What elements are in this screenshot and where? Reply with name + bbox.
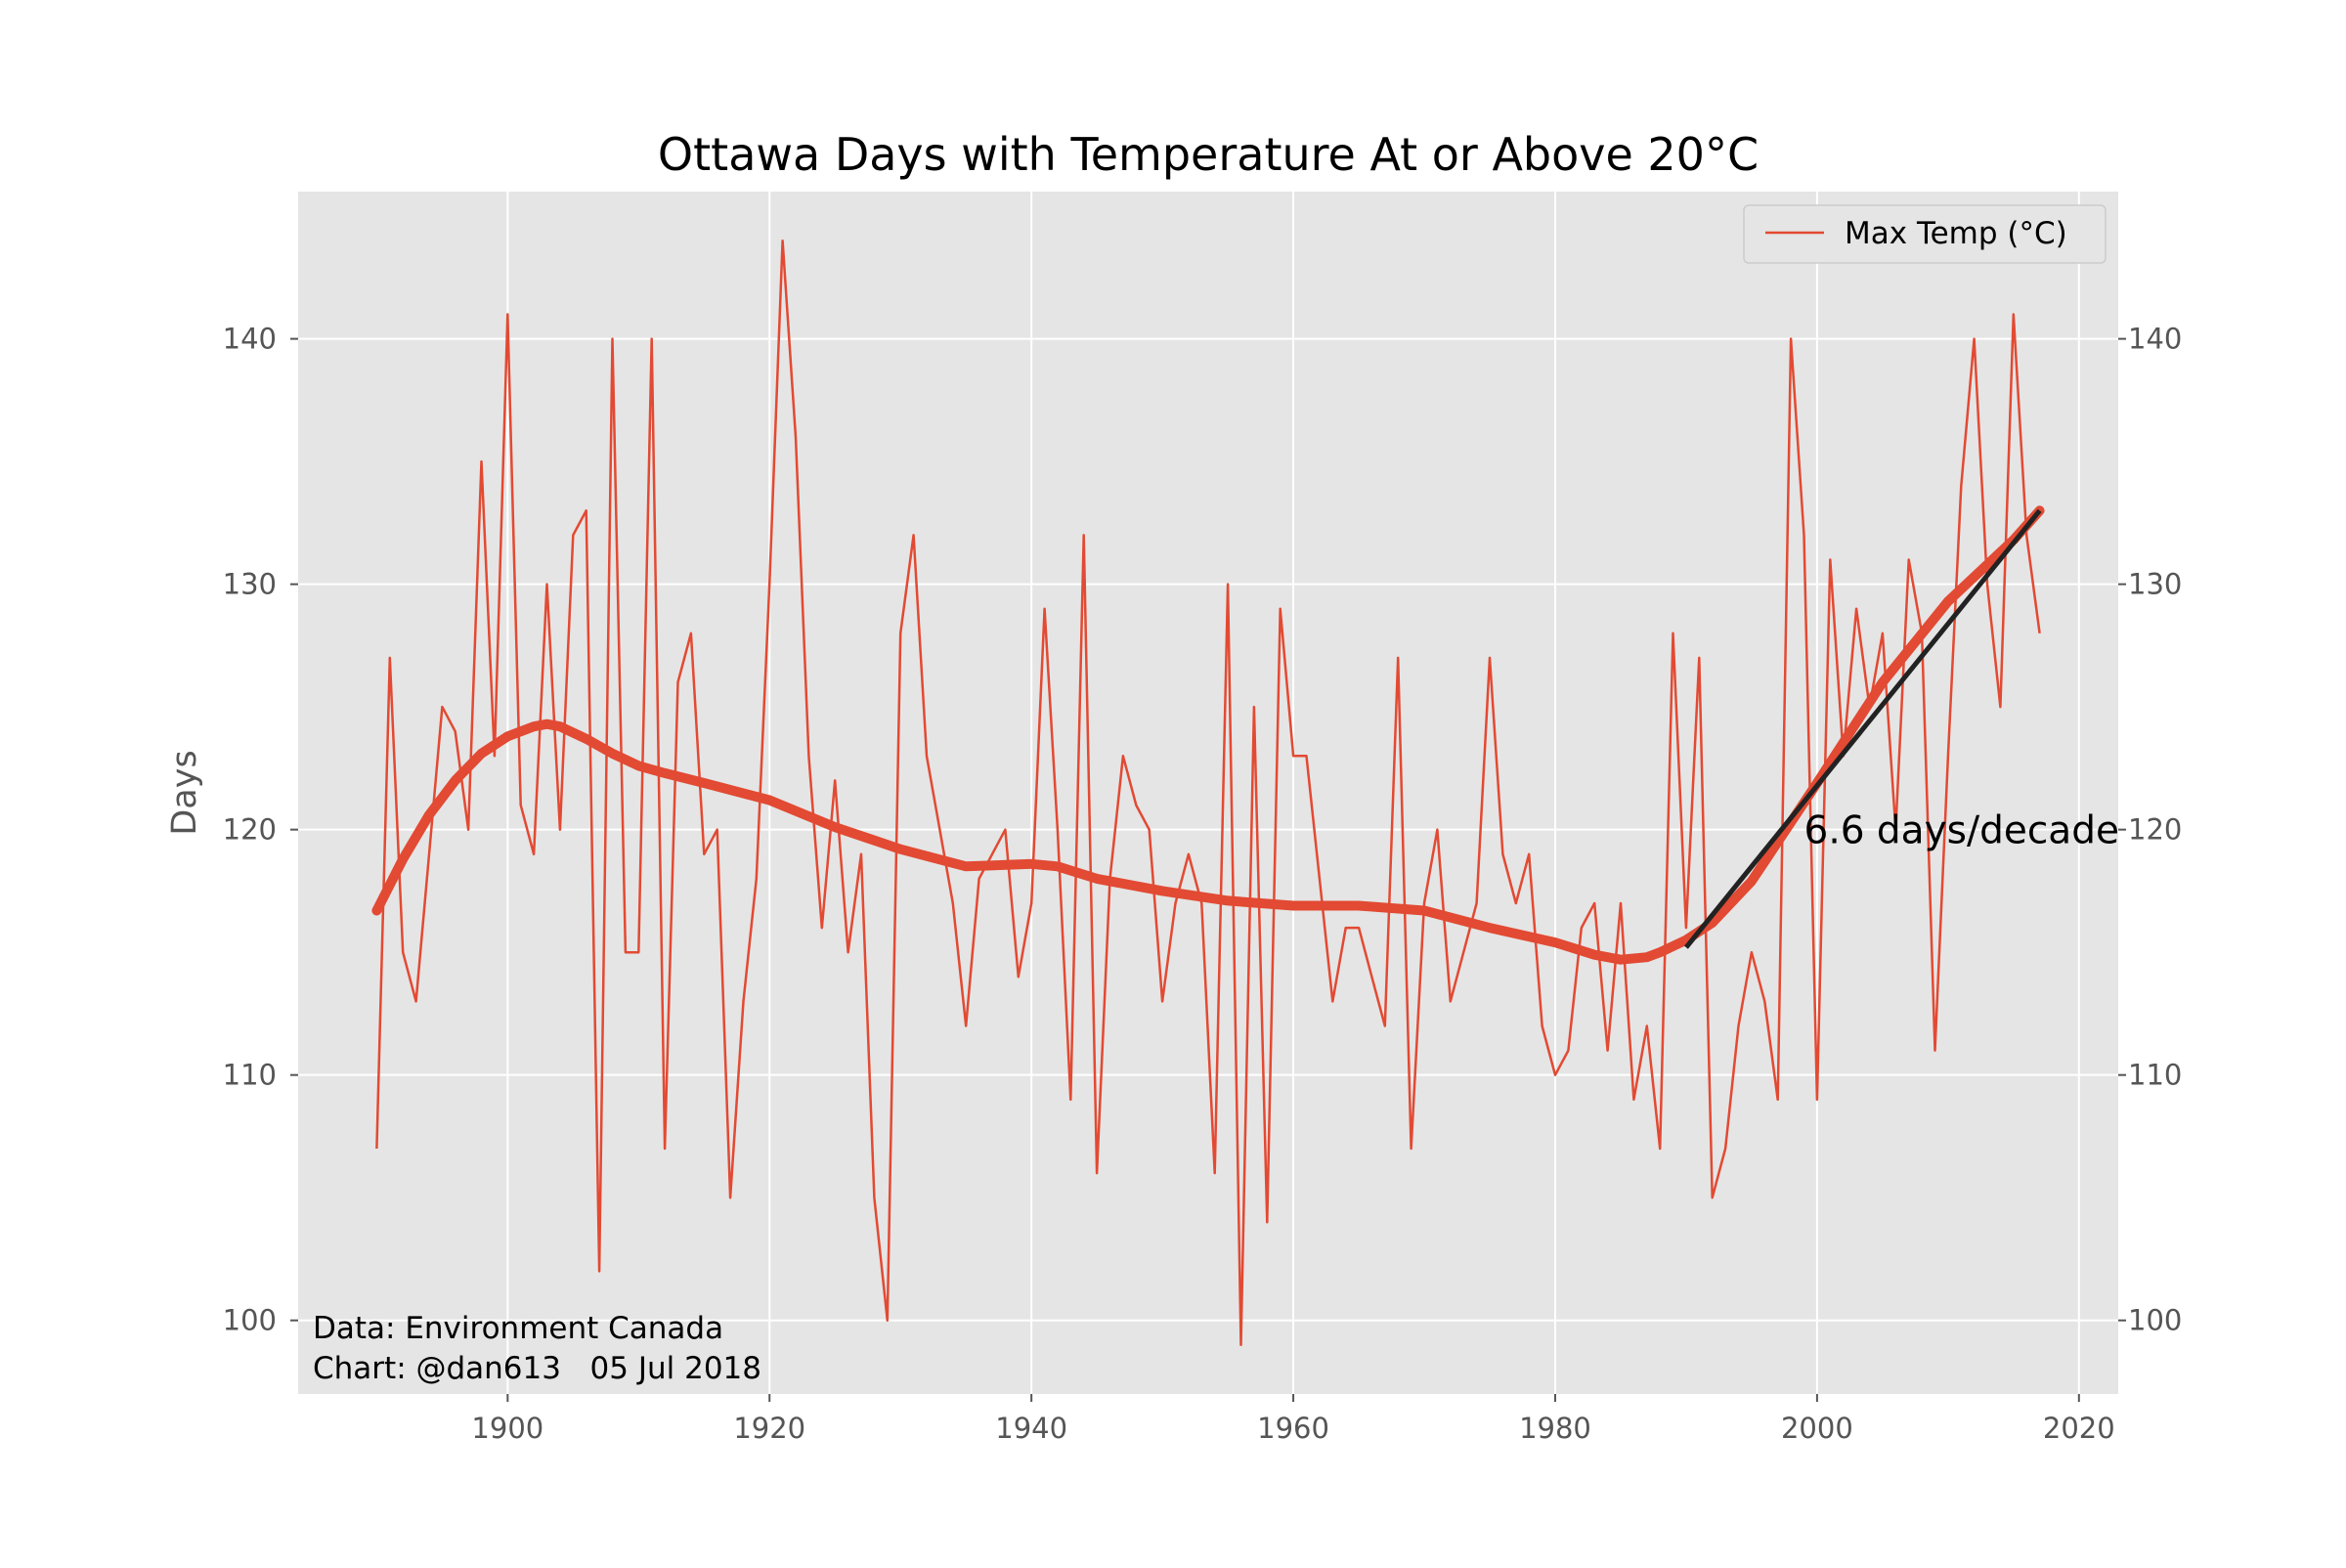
x-tick-label: 2000 — [1781, 1412, 1853, 1445]
y-tick-label-right: 140 — [2128, 323, 2182, 356]
x-tick-label: 2020 — [2043, 1412, 2115, 1445]
trend-layer — [371, 505, 2045, 965]
y-tick-label-right: 100 — [2128, 1304, 2182, 1337]
legend-label: Max Temp (°C) — [1845, 216, 2067, 251]
x-tick-label: 1980 — [1519, 1412, 1591, 1445]
y-tick-label-right: 130 — [2128, 568, 2182, 601]
y-tick-label-left: 140 — [223, 323, 277, 356]
plot-area — [298, 192, 2118, 1394]
grid-lines — [298, 192, 2118, 1394]
trend-annotation: 6.6 days/decade — [1804, 809, 2119, 853]
y-tick-label-right: 120 — [2128, 813, 2182, 847]
y-axis-label: Days — [165, 750, 204, 835]
y-axis-ticks-left: 100 110 120 130 140 — [223, 323, 298, 1337]
series-layer — [375, 239, 2041, 1347]
credit-chart-author: Chart: @dan613 05 Jul 2018 — [313, 1351, 761, 1386]
x-tick-label: 1920 — [733, 1412, 805, 1445]
legend-box — [1743, 204, 2107, 264]
chart-title: Ottawa Days with Temperature At or Above… — [658, 128, 1759, 181]
y-tick-label-left: 120 — [223, 813, 277, 847]
x-axis-ticks: 1900 1920 1940 1960 1980 2000 2020 — [471, 1394, 2115, 1445]
legend: Max Temp (°C) — [1743, 204, 2107, 264]
y-axis-ticks-right: 100 110 120 130 140 — [2118, 323, 2182, 1337]
credit-data-source: Data: Environment Canada — [313, 1311, 723, 1346]
y-tick-label-left: 130 — [223, 568, 277, 601]
x-tick-label: 1960 — [1257, 1412, 1329, 1445]
x-tick-label: 1940 — [995, 1412, 1067, 1445]
annotation-layer: 6.6 days/decade — [1804, 809, 2119, 853]
credits: Data: Environment Canada Chart: @dan613 … — [313, 1311, 761, 1386]
y-tick-label-right: 110 — [2128, 1059, 2182, 1092]
y-tick-label-left: 100 — [223, 1304, 277, 1337]
series-line-max-temp — [375, 239, 2041, 1347]
linear-trend-line — [1683, 508, 2042, 949]
y-tick-label-left: 110 — [223, 1059, 277, 1092]
x-tick-label: 1900 — [471, 1412, 543, 1445]
